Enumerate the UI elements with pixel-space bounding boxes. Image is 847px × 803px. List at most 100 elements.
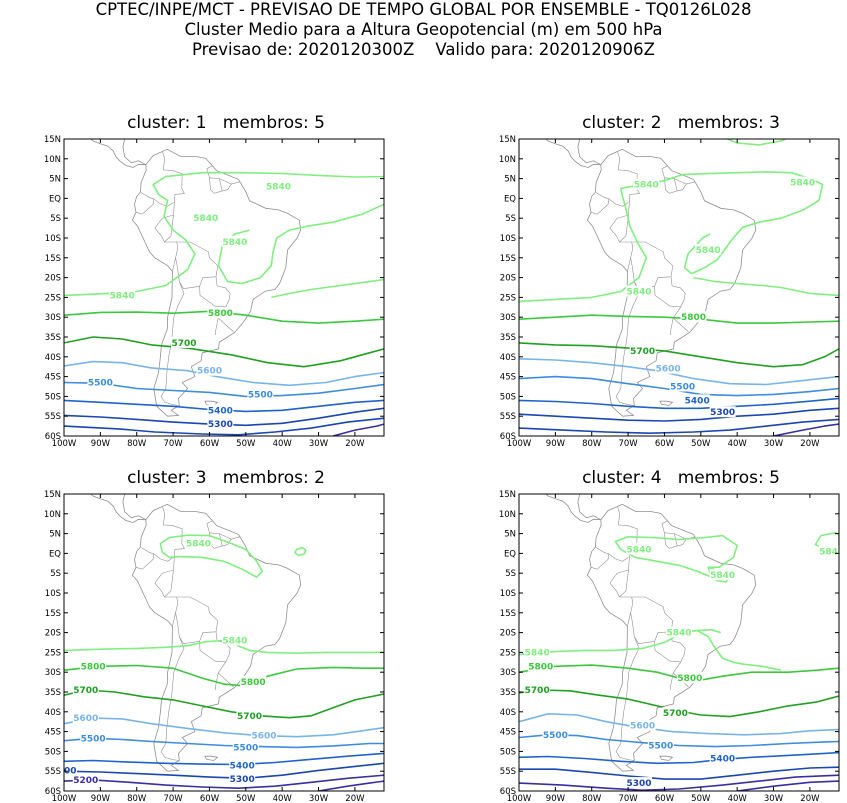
lon-label: 90W xyxy=(91,439,111,449)
lat-label: 5N xyxy=(504,175,516,185)
country-border xyxy=(135,547,155,570)
contour-line xyxy=(519,713,839,736)
contour-label-bg xyxy=(629,344,656,356)
map-panel-1: 5840 5840 5840 5840 5800 5700 5600 5500 5500 5400… xyxy=(44,135,385,449)
lon-label: 30W xyxy=(309,439,329,449)
contour-label-bg xyxy=(666,626,692,638)
country-border xyxy=(654,631,686,663)
lon-label: 30W xyxy=(764,439,784,449)
contour-label: 5600 xyxy=(73,714,98,724)
lon-label: 80W xyxy=(127,794,147,803)
contour-label: 5840 xyxy=(710,571,735,581)
country-border xyxy=(670,672,674,690)
contour-line xyxy=(519,397,839,410)
lat-label: 60S xyxy=(500,432,516,442)
map-frame xyxy=(518,138,840,437)
contour-label-bg xyxy=(633,178,660,190)
country-border xyxy=(615,281,640,406)
lon-label: 60W xyxy=(655,794,675,803)
country-border xyxy=(175,241,219,290)
contour-label: 5400 xyxy=(230,761,255,771)
lat-label: 60S xyxy=(500,787,516,797)
lat-label: 15S xyxy=(45,254,61,264)
country-border xyxy=(608,553,629,562)
lat-label: 50S xyxy=(500,392,516,402)
contour-line xyxy=(294,546,307,557)
contour-line xyxy=(64,381,384,398)
lat-label: 10N xyxy=(499,510,516,520)
lat-label: 25S xyxy=(500,648,516,658)
contour-label-bg xyxy=(87,376,114,388)
lat-label: 15N xyxy=(499,490,516,500)
contour-line xyxy=(318,780,384,791)
contour-label-bg xyxy=(64,764,77,776)
lat-label: 15N xyxy=(499,135,516,145)
contour-label-bg xyxy=(524,684,551,695)
country-border xyxy=(135,192,155,215)
lat-label: 45S xyxy=(500,373,516,383)
country-border xyxy=(619,214,629,243)
contour-label: 5840 xyxy=(222,637,247,647)
contour-label: 5500 xyxy=(543,731,568,741)
country-border xyxy=(164,214,174,243)
lat-label: 10N xyxy=(499,155,516,165)
contour-label-bg xyxy=(542,728,569,740)
contour-label: 5800 xyxy=(677,674,702,684)
falkland-islands xyxy=(659,400,674,406)
contour-line xyxy=(773,423,839,436)
contour-label: 5800 xyxy=(208,309,233,319)
central-america-coastline xyxy=(545,139,601,168)
contour-label-bg xyxy=(80,660,107,672)
lat-label: 40S xyxy=(500,708,516,718)
lat-label: 55S xyxy=(45,767,61,777)
contour-label: 5840 xyxy=(266,183,291,193)
contour-label: 5800 xyxy=(528,662,553,672)
lat-label: 60S xyxy=(45,787,61,797)
lat-label: EQ xyxy=(504,549,516,559)
lat-label: 5S xyxy=(50,214,61,224)
lat-label: EQ xyxy=(49,549,61,559)
country-border xyxy=(206,520,213,533)
contour-line xyxy=(519,751,839,765)
contour-label-bg xyxy=(655,362,682,374)
falkland-islands xyxy=(204,400,219,406)
contour-label-bg xyxy=(192,212,219,224)
contour-line xyxy=(737,780,839,791)
panel-title-1: cluster: 1 membros: 5 xyxy=(127,113,325,133)
contour-label-bg xyxy=(709,569,736,581)
country-border xyxy=(654,276,686,308)
contour-line xyxy=(614,534,738,578)
contour-label: 5840 xyxy=(525,648,550,658)
contour-label-bg xyxy=(789,176,816,188)
lat-label: 5N xyxy=(49,530,61,540)
contour-label-bg xyxy=(524,646,551,658)
lon-label: 60W xyxy=(200,439,220,449)
contour-line xyxy=(64,737,384,749)
falkland-islands xyxy=(659,755,674,761)
contour-label-bg xyxy=(240,676,267,688)
lon-label: 50W xyxy=(236,439,256,449)
country-border xyxy=(630,596,674,645)
lon-label: 100W xyxy=(507,794,532,803)
contour-label: 5500 xyxy=(670,383,695,393)
contour-line xyxy=(64,717,384,738)
contour-label: 5200 xyxy=(73,776,98,786)
lat-label: 5N xyxy=(504,530,516,540)
contour-label-bg xyxy=(626,777,652,789)
lon-label: 60W xyxy=(655,439,675,449)
contour-label-bg xyxy=(207,404,234,416)
contour-label-bg xyxy=(196,364,223,376)
contour-label: 5300 xyxy=(626,779,651,789)
lon-label: 50W xyxy=(691,794,711,803)
contour-label-bg xyxy=(229,773,256,785)
country-border xyxy=(608,198,629,207)
lon-label: 70W xyxy=(618,794,638,803)
lat-label: 35S xyxy=(500,688,516,698)
country-border xyxy=(619,569,629,598)
lon-label: 20W xyxy=(345,439,365,449)
lat-label: 5S xyxy=(50,569,61,579)
contour-label: 5700 xyxy=(525,686,550,696)
contour-label: 5840 xyxy=(819,547,844,557)
lon-label: 100W xyxy=(52,439,77,449)
